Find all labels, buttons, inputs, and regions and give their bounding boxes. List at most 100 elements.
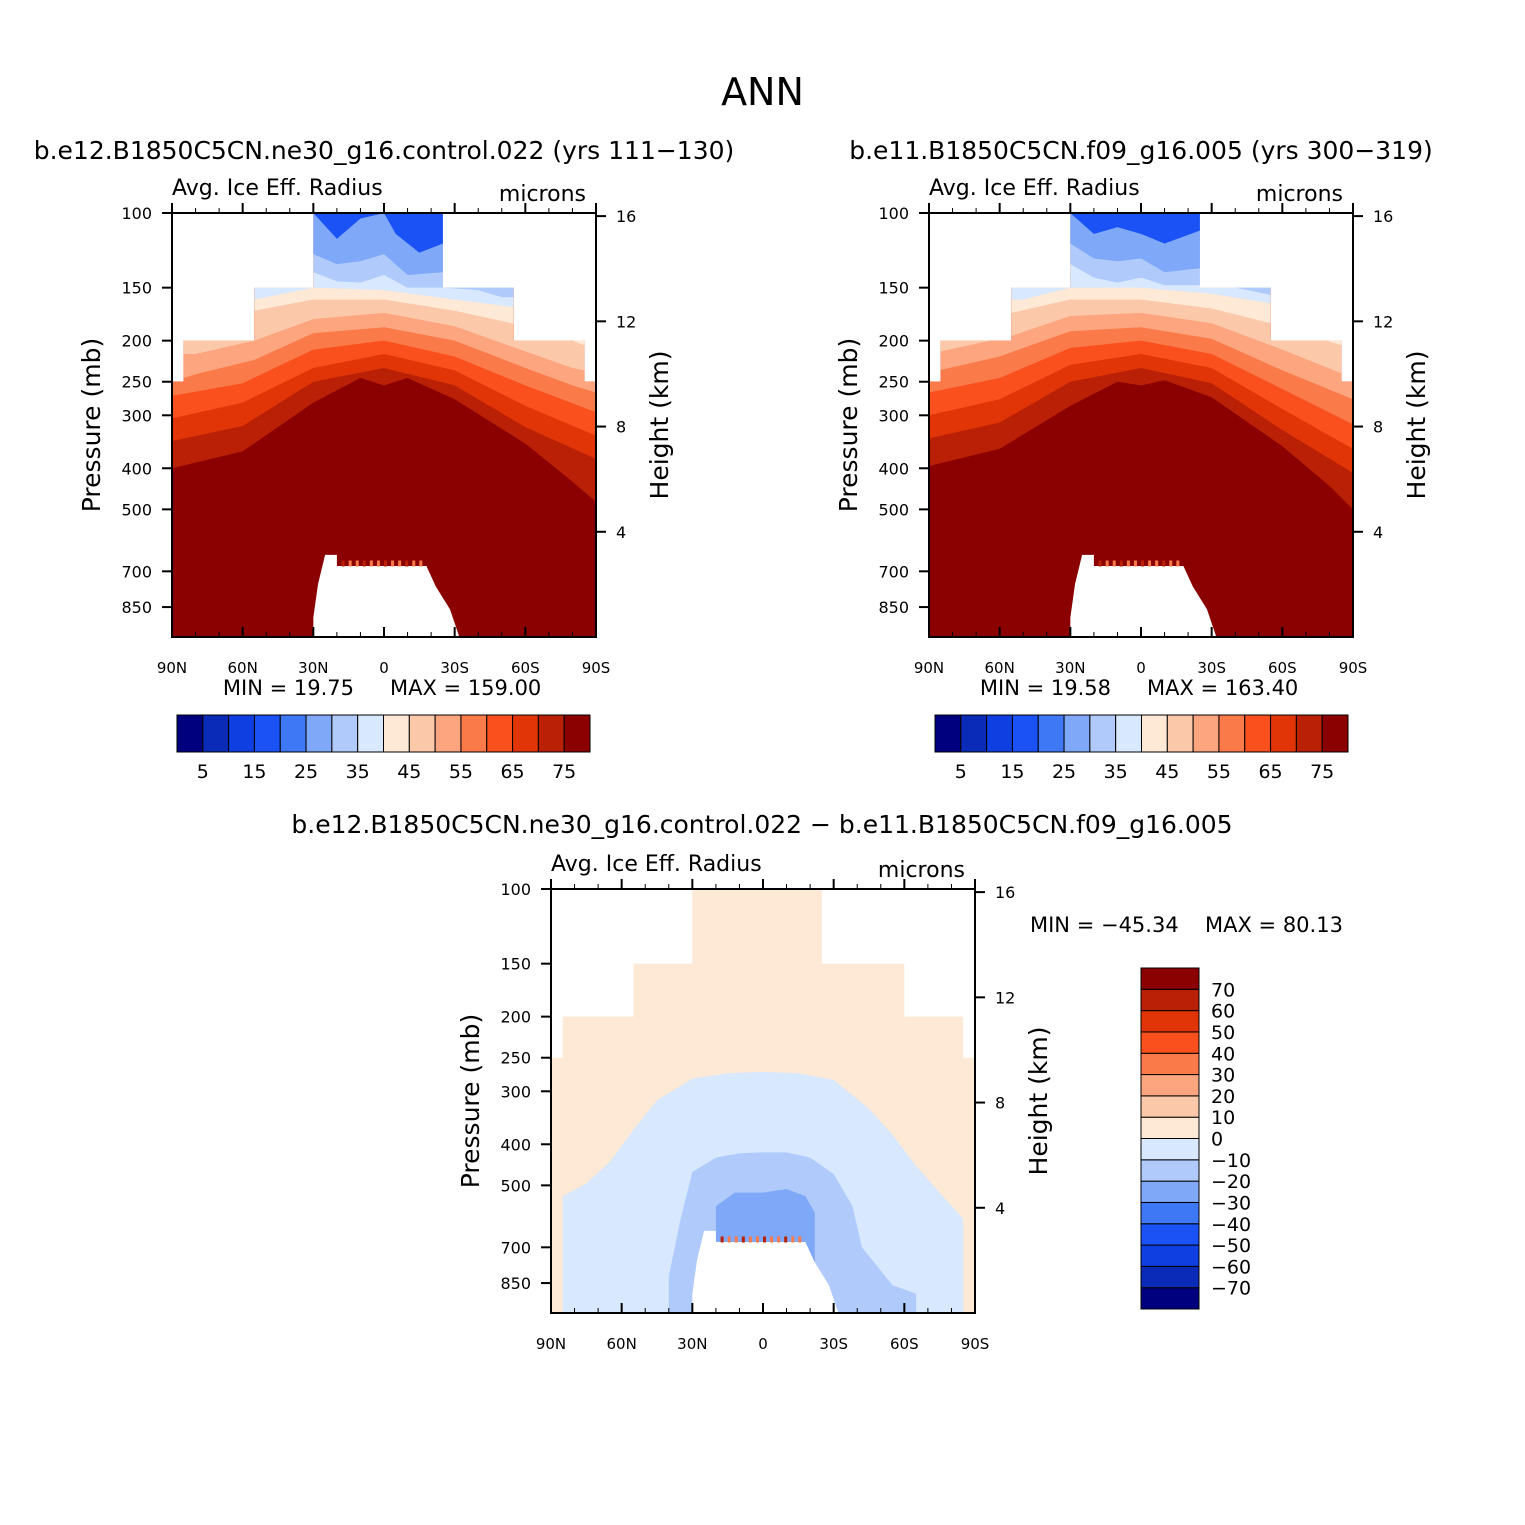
y-tick-label: 700 <box>121 562 152 581</box>
colorbar-swatch <box>1140 967 1200 990</box>
hotspot-mark <box>755 1236 759 1243</box>
colorbar-swatch <box>176 714 204 753</box>
panel-units: microns <box>878 858 965 883</box>
hotspot-mark <box>405 560 409 567</box>
x-tick-label: 60N <box>228 659 258 677</box>
colorbar-label: −30 <box>1211 1192 1251 1214</box>
colorbar-swatch <box>1270 714 1297 753</box>
colorbar-swatch <box>1140 1052 1200 1076</box>
x-tick-label: 90N <box>157 659 187 677</box>
min-label: MIN = 19.75 <box>223 676 354 700</box>
hotspot-mark <box>1133 560 1137 567</box>
colorbar-label: 20 <box>1211 1086 1235 1108</box>
y-tick-label: 500 <box>878 500 909 519</box>
max-label: MAX = 163.40 <box>1147 676 1298 700</box>
hotspot-mark <box>384 560 387 567</box>
colorbar-label: 35 <box>346 761 370 783</box>
colorbar-swatch <box>1140 1116 1200 1139</box>
hotspot-mark <box>727 1236 731 1243</box>
y-right-tick-label: 12 <box>1373 312 1393 331</box>
colorbar-swatch <box>357 714 384 753</box>
hotspot-mark <box>770 1236 774 1243</box>
x-tick-label: 60S <box>511 659 540 677</box>
figure-title: ANN <box>721 70 804 114</box>
x-tick-label: 30N <box>677 1335 707 1353</box>
hotspot-mark <box>1176 560 1180 567</box>
y-tick-label: 200 <box>878 332 909 351</box>
y-right-tick-label: 4 <box>1373 523 1383 542</box>
panel-title: b.e11.B1850C5CN.f09_g16.005 (yrs 300−319… <box>849 136 1433 165</box>
y-tick-label: 250 <box>500 1049 531 1068</box>
y-right-tick-label: 8 <box>616 418 626 437</box>
colorbar-swatch <box>1140 1265 1200 1289</box>
hotspot-mark <box>791 1236 795 1243</box>
colorbar-swatch <box>253 714 281 753</box>
y-right-tick-label: 16 <box>995 883 1015 902</box>
colorbar-label: 40 <box>1211 1043 1235 1065</box>
colorbar-label: −20 <box>1211 1171 1251 1193</box>
y-axis-label: Pressure (mb) <box>77 338 106 512</box>
colorbar-swatch <box>960 714 988 753</box>
x-tick-label: 0 <box>1136 659 1146 677</box>
colorbar-label: 30 <box>1211 1065 1235 1087</box>
y-tick-label: 850 <box>500 1274 531 1293</box>
y-tick-label: 300 <box>121 406 152 425</box>
contour-field <box>172 213 596 637</box>
hotspot-mark <box>720 1236 724 1243</box>
y-tick-label: 400 <box>500 1135 531 1154</box>
colorbar-swatch <box>1140 1201 1200 1225</box>
max-label: MAX = 80.13 <box>1205 913 1343 937</box>
x-tick-label: 90N <box>536 1335 566 1353</box>
colorbar: 5 15 25 35 45 55 65 75 <box>934 714 1349 783</box>
y-right-axis-label: Height (km) <box>1402 351 1431 500</box>
colorbar-swatch <box>1140 988 1200 1012</box>
colorbar-label: 65 <box>500 761 524 783</box>
colorbar-swatch <box>1037 714 1065 753</box>
colorbar-label: 25 <box>1052 761 1076 783</box>
hotspot-mark <box>1162 560 1166 567</box>
missing-data-region <box>692 1230 839 1313</box>
colorbar-label: −10 <box>1211 1150 1251 1172</box>
colorbar-swatch <box>563 714 591 753</box>
y-tick-label: 500 <box>121 500 152 519</box>
y-axis-label: Pressure (mb) <box>456 1014 485 1188</box>
chart-panel-2: b.e11.B1850C5CN.f09_g16.005 (yrs 300−319… <box>834 136 1433 783</box>
colorbar-label: 60 <box>1211 1001 1235 1023</box>
contour-field <box>551 889 975 1313</box>
y-right-tick-label: 8 <box>995 1094 1005 1113</box>
panel-subtitle: Avg. Ice Eff. Radius <box>172 176 383 201</box>
colorbar-swatch <box>383 714 410 753</box>
colorbar-swatch <box>1140 1244 1200 1267</box>
x-tick-label: 90S <box>1339 659 1368 677</box>
contour-band-top <box>313 213 443 253</box>
colorbar-swatch <box>486 714 514 753</box>
colorbar-swatch <box>934 714 962 753</box>
y-tick-label: 850 <box>878 598 909 617</box>
colorbar-swatch <box>202 714 230 753</box>
y-tick-label: 700 <box>878 562 909 581</box>
hotspot-mark <box>763 1236 766 1243</box>
colorbar-swatch <box>1140 1074 1200 1097</box>
colorbar-label: 15 <box>242 761 266 783</box>
y-tick-label: 500 <box>500 1176 531 1195</box>
colorbar-label: 75 <box>1310 761 1334 783</box>
hotspot-mark <box>741 1236 745 1243</box>
y-right-tick-label: 16 <box>616 207 636 226</box>
x-tick-label: 90S <box>961 1335 990 1353</box>
colorbar-label: 45 <box>1155 761 1179 783</box>
colorbar-label: 55 <box>449 761 473 783</box>
y-tick-label: 250 <box>878 373 909 392</box>
colorbar-label: 50 <box>1211 1022 1235 1044</box>
x-tick-label: 60N <box>607 1335 637 1353</box>
colorbar-label: 25 <box>294 761 318 783</box>
colorbar-label: 0 <box>1211 1129 1223 1151</box>
colorbar: 5 15 25 35 45 55 65 75 <box>176 714 591 783</box>
hotspot-mark <box>1148 560 1152 567</box>
colorbar-swatch <box>537 714 565 753</box>
colorbar-label: −50 <box>1211 1235 1251 1257</box>
colorbar-label: 70 <box>1211 979 1235 1001</box>
colorbar-label: 15 <box>1000 761 1024 783</box>
y-tick-label: 150 <box>500 955 531 974</box>
colorbar-swatch <box>434 714 462 753</box>
